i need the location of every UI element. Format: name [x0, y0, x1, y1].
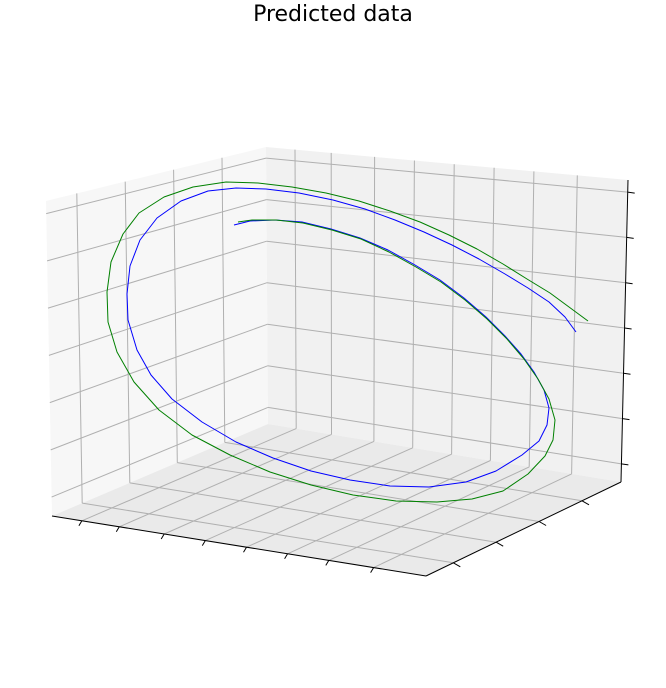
- y-tick: [453, 562, 461, 568]
- z-axis-line: [620, 179, 629, 483]
- grid-line-x-floor: [205, 447, 413, 542]
- grid-line-y-left: [124, 181, 131, 483]
- grid-line-y-left: [221, 157, 226, 443]
- grid-line-x-floor: [163, 440, 375, 535]
- pane-floor: [52, 424, 621, 576]
- series-line-1: [106, 181, 589, 503]
- pane-back: [266, 147, 628, 482]
- pane-left: [46, 147, 268, 516]
- grid-lines: [46, 149, 628, 569]
- axis-lines: [51, 179, 629, 577]
- grid-line-x-back: [412, 160, 415, 448]
- grid-line-x-back: [528, 171, 535, 467]
- grid-line-y-left: [173, 169, 178, 463]
- grid-line-y-floor: [177, 462, 540, 522]
- grid-line-x-floor: [81, 428, 297, 522]
- z-tick: [626, 236, 634, 239]
- z-tick: [621, 463, 629, 466]
- grid-line-z-back: [266, 282, 625, 329]
- grid-line-z-left: [51, 406, 269, 498]
- grid-line-z-back: [266, 240, 626, 284]
- grid-line-z-back: [267, 323, 624, 374]
- x-tick: [201, 540, 206, 546]
- chart-title: Predicted data: [253, 2, 413, 27]
- grid-line-z-left: [46, 157, 267, 215]
- x-tick: [160, 533, 165, 540]
- z-tick: [625, 282, 633, 285]
- y-tick: [495, 541, 504, 547]
- grid-line-y-floor: [82, 502, 454, 564]
- grid-line-x-floor: [119, 433, 332, 528]
- grid-line-y-left: [76, 193, 83, 504]
- grid-line-z-left: [48, 282, 268, 356]
- z-tick: [627, 191, 635, 194]
- grid-line-x-back: [373, 156, 376, 442]
- z-tick: [622, 418, 630, 421]
- grid-line-x-back: [451, 164, 455, 455]
- grid-line-x-back: [571, 175, 578, 474]
- x-tick: [78, 520, 83, 527]
- x-axis-line: [51, 515, 427, 577]
- grid-line-x-back: [294, 149, 297, 429]
- x-tick: [370, 567, 375, 573]
- y-tick: [581, 500, 590, 506]
- grid-line-x-back: [489, 167, 495, 461]
- grid-line-x-floor: [328, 466, 530, 561]
- grid-line-z-left: [46, 199, 267, 262]
- grid-line-z-back: [266, 199, 627, 238]
- grid-line-y-floor: [129, 482, 497, 543]
- series-line-0: [126, 187, 577, 488]
- x-tick: [115, 526, 120, 533]
- grid-line-z-back: [267, 365, 623, 420]
- series-group: [106, 181, 589, 503]
- y-axis-line: [425, 481, 622, 577]
- x-tick: [243, 546, 247, 553]
- grid-line-x-floor: [373, 473, 572, 569]
- grid-line-y-floor: [224, 441, 583, 502]
- grid-line-x-floor: [246, 453, 452, 548]
- grid-line-z-left: [49, 323, 268, 404]
- y-tick: [538, 521, 547, 526]
- grid-line-x-floor: [287, 460, 491, 555]
- x-tick: [284, 553, 289, 560]
- grid-line-z-left: [47, 240, 267, 309]
- z-tick: [624, 327, 632, 330]
- grid-line-z-back: [266, 157, 628, 193]
- z-tick: [623, 372, 631, 375]
- grid-line-z-left: [50, 365, 268, 451]
- axis-ticks: [78, 191, 635, 573]
- grid-line-z-back: [267, 406, 622, 465]
- x-tick: [325, 560, 330, 566]
